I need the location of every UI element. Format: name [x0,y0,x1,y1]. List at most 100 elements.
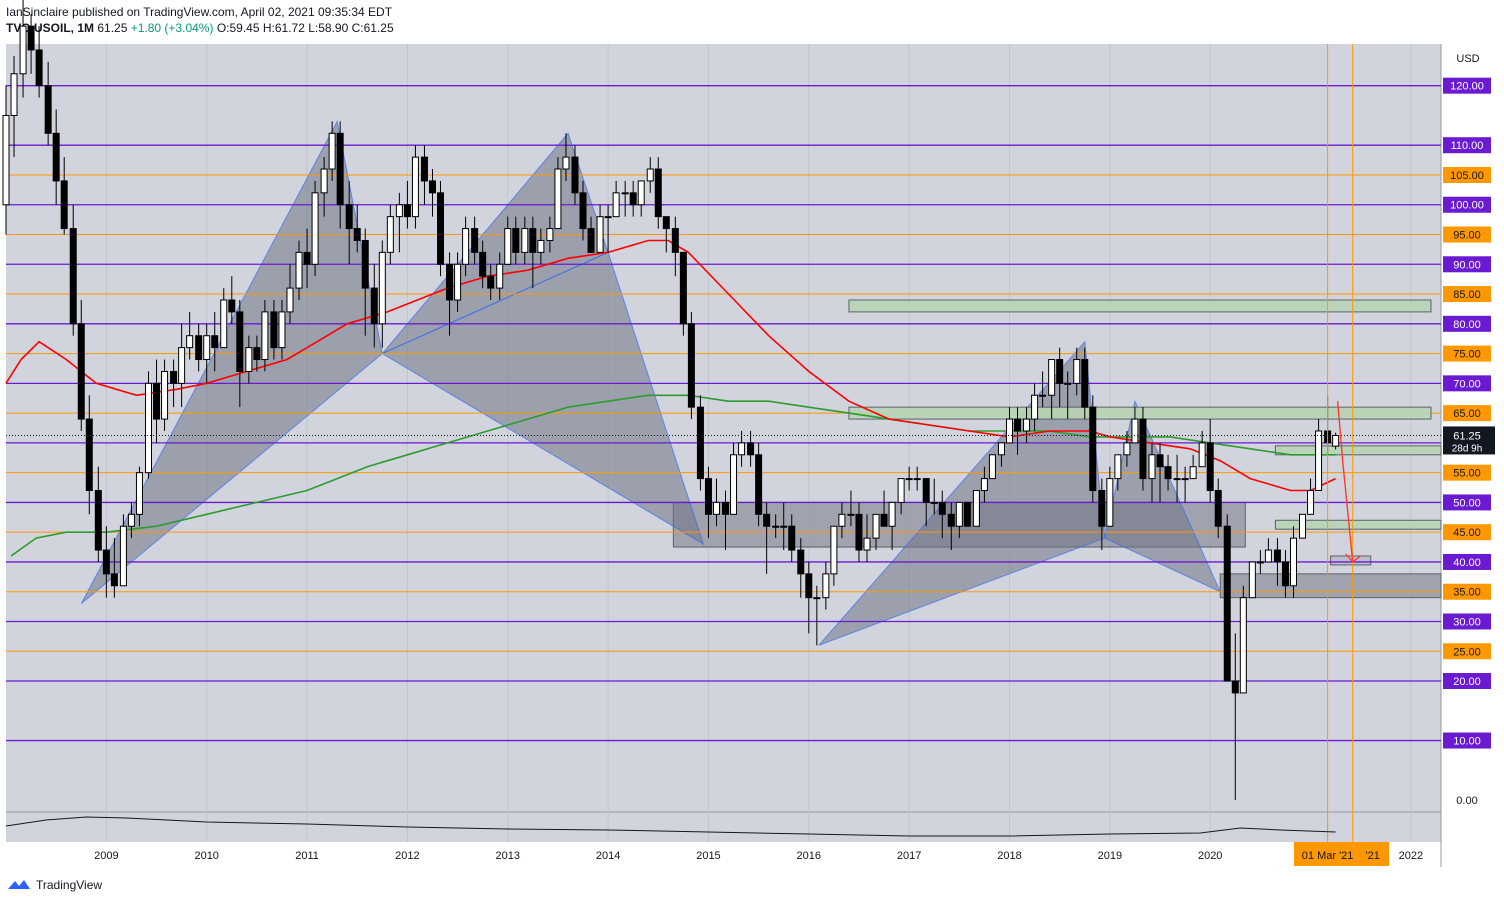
candle-down [228,299,236,313]
price-label-bg [1443,315,1491,332]
price-label-bg [1443,166,1491,183]
plot-background [6,44,1441,812]
candle-up [847,513,855,516]
price-label-bg [1443,137,1491,154]
candle-down [797,549,805,575]
time-marker-label-2: '21 [1366,850,1380,862]
zone-rect [1274,519,1442,530]
candle-down [529,228,537,253]
candle-up [178,347,186,384]
candle-up [1031,394,1039,420]
candle-up [997,442,1005,456]
candle-up [119,525,127,587]
candle-down [1281,561,1289,587]
candle-down [1214,490,1222,527]
candle-up [1256,561,1264,564]
candle-down [880,513,888,527]
candle-down [370,287,378,325]
candle-up [888,501,896,527]
candle-down [44,85,52,134]
countdown-label: 28d 9h [1452,443,1483,454]
candle-up [1289,537,1297,587]
price-axis[interactable] [1441,44,1504,842]
candle-up [286,287,294,313]
projection-arrow [1336,401,1354,563]
candle-down [195,335,203,361]
price-label-bg [1443,732,1491,749]
time-label: 2013 [496,850,520,862]
candle-down [303,251,311,265]
candle-down [253,347,261,361]
candle-down [654,168,662,218]
candle-down [704,478,712,515]
candle-up [1123,442,1131,456]
candle-down [487,275,495,289]
candle-down [629,192,637,206]
price-label: 90.00 [1453,259,1481,271]
candle-up [135,472,143,515]
harmonic-patterns [80,119,1222,646]
candle-up [780,525,788,528]
candle-up [1114,454,1122,480]
candle-down [102,549,110,575]
candle-down [479,251,487,277]
ma-green-line [10,394,1336,557]
candle-up [328,132,336,170]
price-label-bg [1443,77,1491,94]
pattern-triangle [381,251,705,546]
candle-down [747,442,755,456]
candle-down [1156,454,1164,468]
candle-up [813,597,821,600]
oscillator-line [5,816,1336,837]
oscillator [5,816,1336,837]
candle-up [1064,382,1072,385]
zone-rect [848,299,1432,313]
candle-up [386,216,394,253]
candle-up [261,311,269,361]
candle-up [1073,359,1081,384]
candle-down [947,513,955,527]
candle-up [395,204,403,218]
candle-down [722,501,730,515]
candle-down [755,454,763,515]
candle-up [604,216,612,219]
candle-down [587,228,595,253]
candle-up [462,228,470,265]
candle-up [496,263,504,289]
candle-up [10,73,18,116]
candle-down [788,525,796,551]
candle-up [220,299,228,349]
candle-up [1248,561,1256,599]
candle-down [671,228,679,253]
price-label: 110.00 [1451,140,1484,152]
vertical-grid [105,44,1412,842]
candle-up [621,192,629,195]
candle-up [646,168,654,182]
time-axis[interactable] [6,842,1441,867]
time-label: 2014 [596,850,620,862]
price-label-bg [1443,286,1491,303]
last-price: 61.25 [97,21,128,35]
price-label-bg [1443,464,1491,481]
candle-up [320,168,328,194]
candle-down [963,501,971,527]
price-label: 30.00 [1453,616,1481,628]
candle-down [696,406,704,480]
footer: TradingView [6,878,102,892]
price-label: 40.00 [1453,557,1481,569]
candle-up [411,156,419,218]
candle-up [554,168,562,230]
candle-down [1139,418,1147,480]
price-label: 35.00 [1453,587,1481,599]
price-label-bg [1443,434,1491,451]
candle-down [1081,359,1089,408]
candle-up [1198,442,1206,468]
candle-down [763,513,771,527]
candle-down [1324,430,1332,444]
time-label: 2012 [395,850,419,862]
candle-down [420,156,428,182]
zones-back [672,501,1442,599]
candle-down [153,382,161,420]
price-label: 80.00 [1453,319,1481,331]
